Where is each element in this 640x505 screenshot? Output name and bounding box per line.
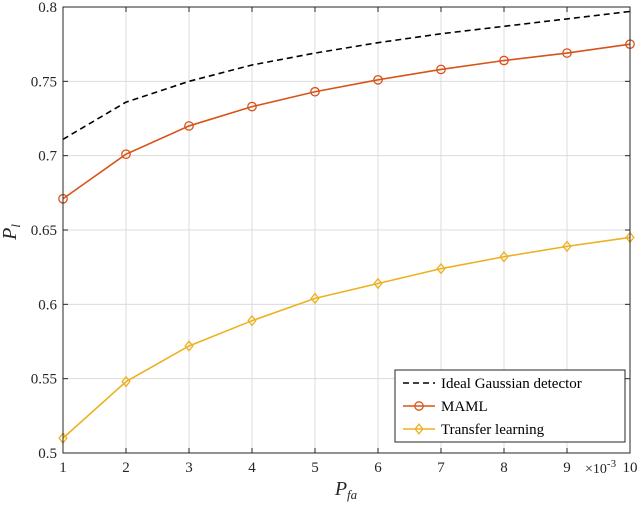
legend-item: MAML <box>403 399 488 415</box>
y-tick-label: 0.5 <box>38 446 57 462</box>
y-tick-label: 0.55 <box>31 372 57 388</box>
x-tick-label: 1 <box>59 460 67 476</box>
data-point <box>499 55 509 66</box>
y-tick-label: 0.8 <box>38 0 57 16</box>
data-point <box>436 262 446 275</box>
x-tick-label: 8 <box>500 460 508 476</box>
legend-label: Ideal Gaussian detector <box>441 376 582 392</box>
y-tick-label: 0.7 <box>38 149 57 165</box>
data-point <box>184 121 194 131</box>
data-point <box>373 277 383 290</box>
x-tick-label: 7 <box>437 460 445 476</box>
ticks <box>62 6 631 454</box>
tick-labels: 1 2 3 4 5 6 7 8 9 10 0.5 0.55 0.6 0.65 0.7 0.75 0.8 <box>31 0 638 476</box>
data-point <box>562 48 572 58</box>
data-point <box>247 101 257 112</box>
x-tick-label: 6 <box>374 460 382 476</box>
legend-item: Transfer learning <box>403 422 545 438</box>
legend-item: Ideal Gaussian detector <box>403 376 582 392</box>
series-layer <box>58 10 635 444</box>
x-tick-label: 4 <box>248 460 256 476</box>
y-tick-label: 0.75 <box>31 74 57 90</box>
series-line <box>62 43 631 200</box>
data-point <box>499 250 509 263</box>
y-tick-label: 0.65 <box>31 223 57 239</box>
series-line <box>62 236 631 439</box>
x-tick-label: 5 <box>311 460 319 476</box>
legend-label: Transfer learning <box>441 422 545 438</box>
y-axis-label: Pl <box>0 224 23 241</box>
data-point <box>436 64 446 75</box>
data-point <box>310 292 320 305</box>
x-tick-label: 9 <box>563 460 571 476</box>
data-point <box>121 375 131 388</box>
y-tick-label: 0.6 <box>38 297 57 313</box>
legend-marker <box>414 401 424 411</box>
data-point <box>562 240 572 253</box>
x-axis-label: Pfa <box>334 478 358 502</box>
data-point <box>121 149 131 160</box>
data-point <box>310 86 320 97</box>
x-tick-label: 10 <box>623 460 638 476</box>
legend-label: MAML <box>441 399 488 415</box>
series-ideal-gaussian-detector <box>62 10 631 141</box>
legend: Ideal Gaussian detector MAML Transfer lear… <box>394 369 626 443</box>
x-axis-multiplier: ×10-3 <box>585 458 617 477</box>
data-point <box>247 314 257 327</box>
series-line <box>62 10 631 141</box>
series-maml <box>58 39 635 204</box>
x-tick-label: 2 <box>122 460 130 476</box>
x-tick-label: 3 <box>185 460 193 476</box>
legend-marker <box>414 423 424 435</box>
data-point <box>184 340 194 352</box>
data-point <box>373 74 383 85</box>
